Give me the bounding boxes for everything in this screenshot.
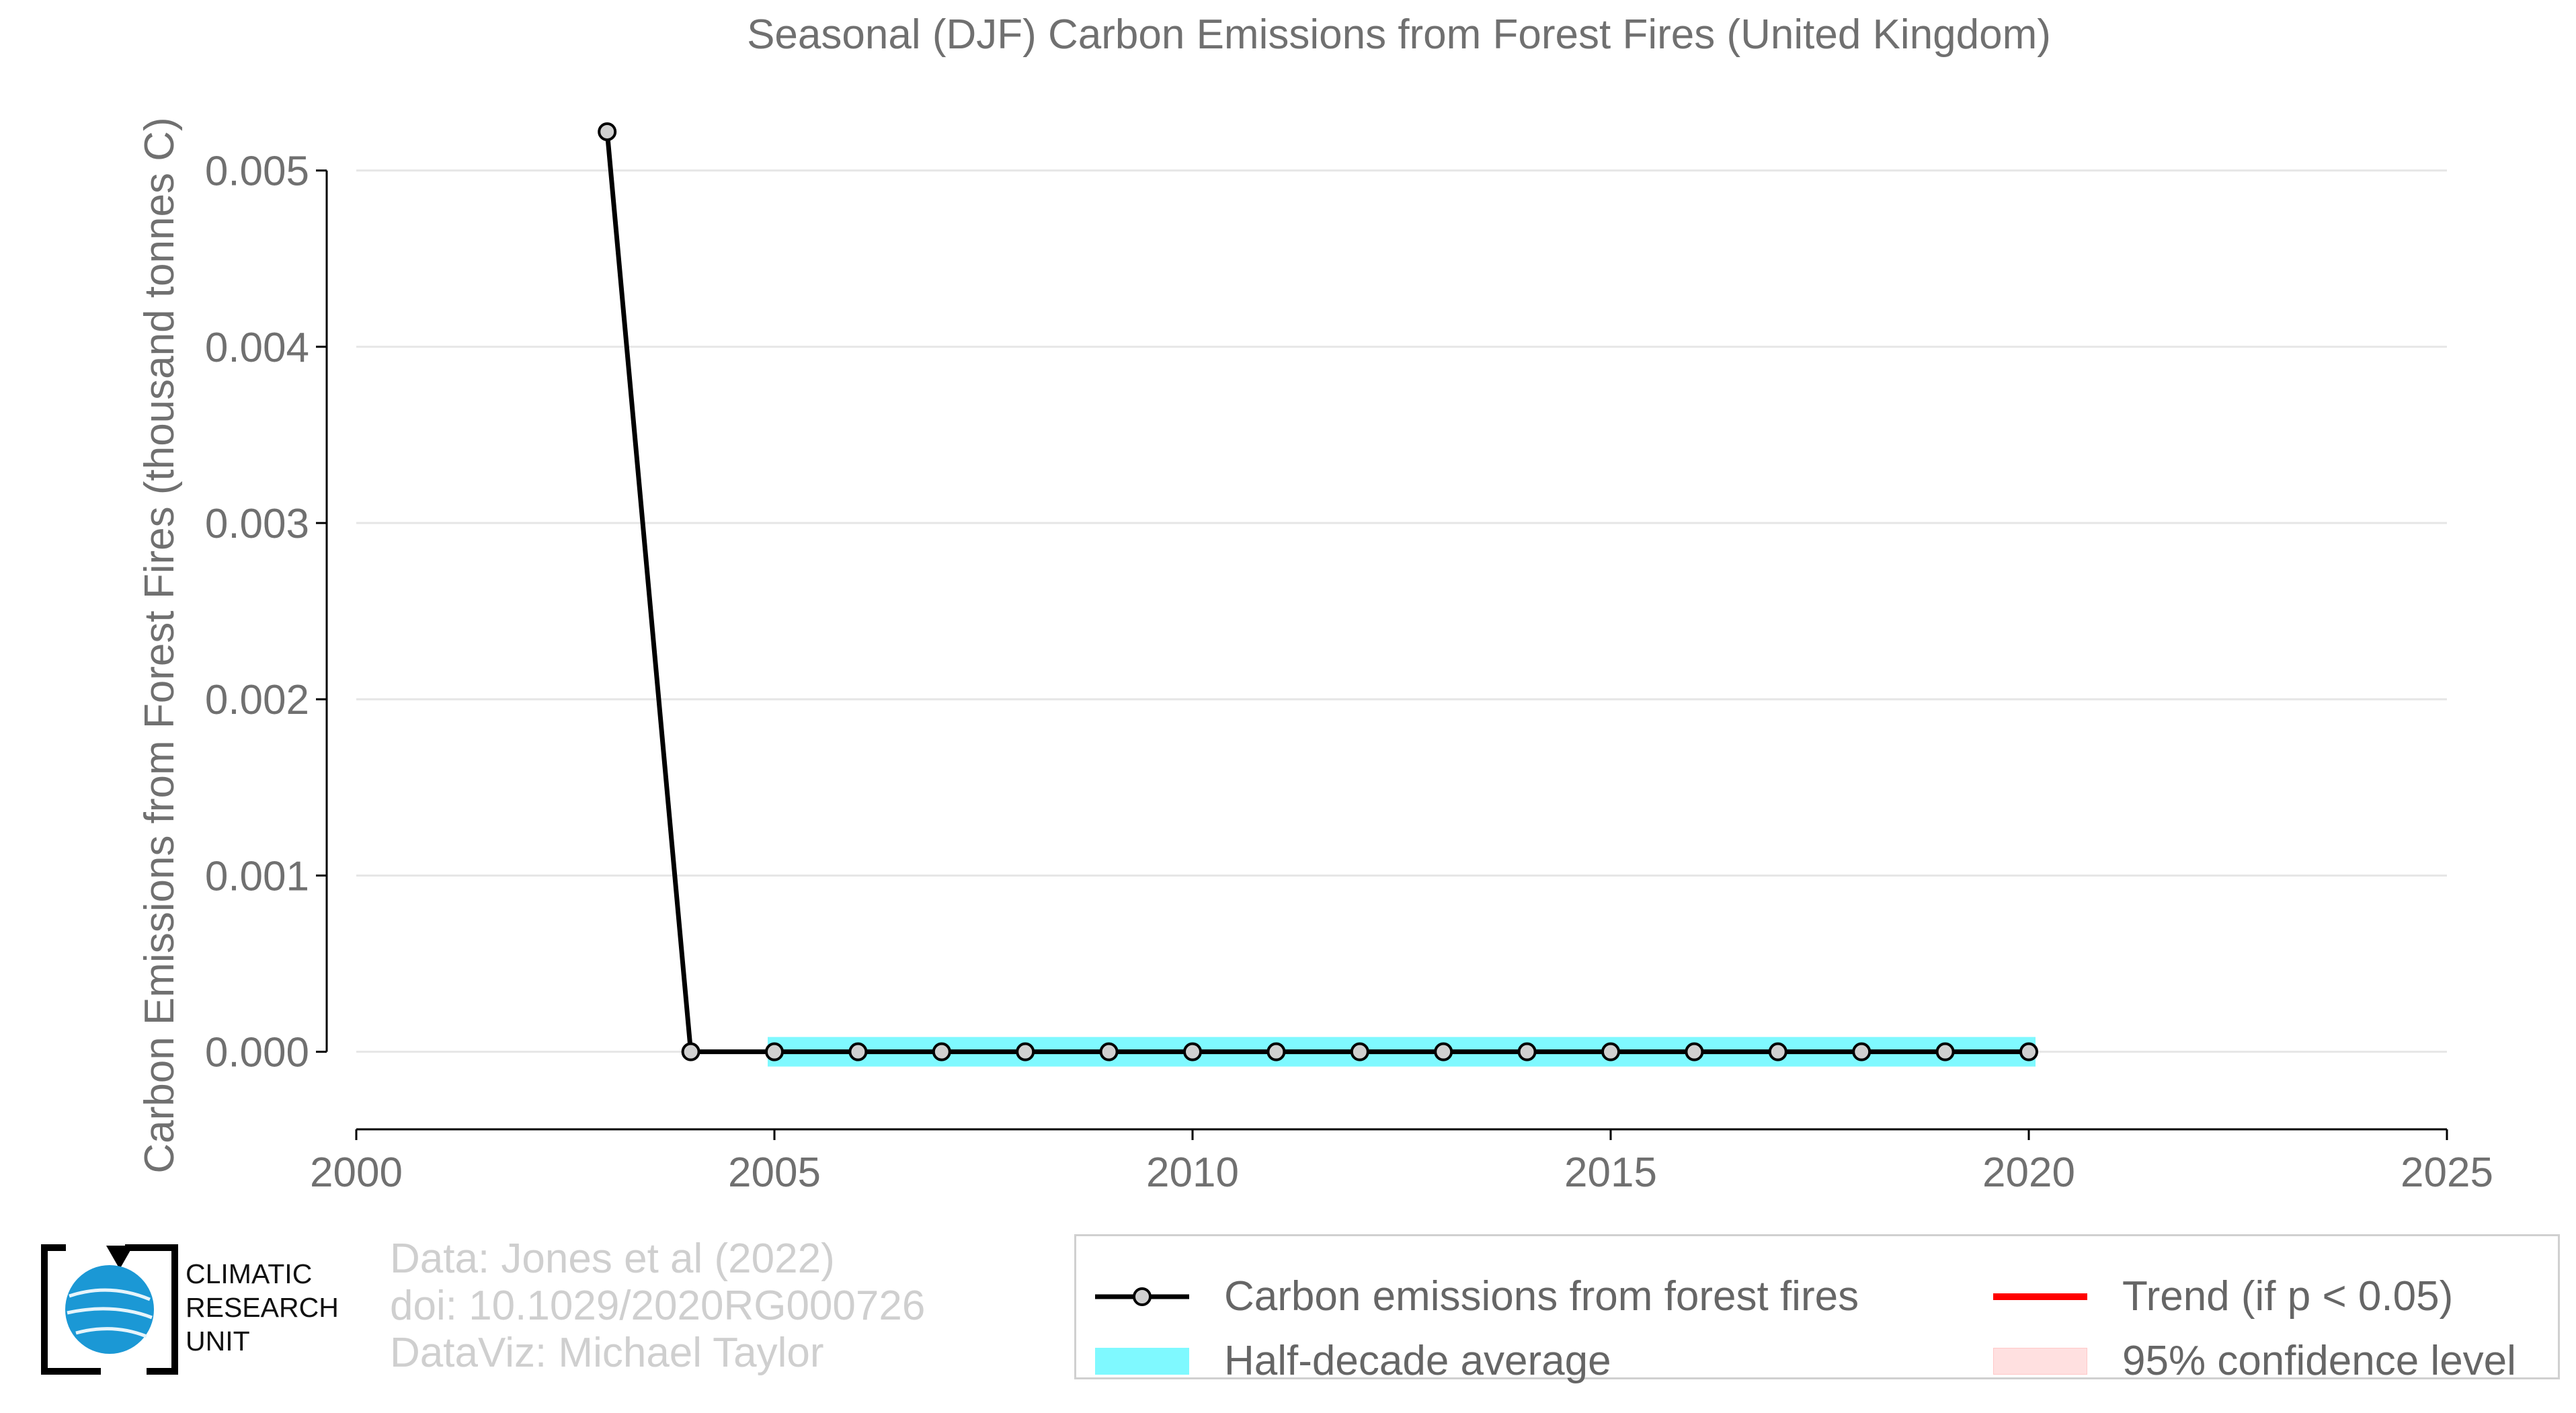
- y-tick-label: 0.005: [205, 149, 309, 195]
- legend-swatch-emissions: [1095, 1283, 1189, 1310]
- data-point: [1016, 1042, 1035, 1061]
- x-tick-label: 2020: [1982, 1149, 2075, 1196]
- data-point: [598, 122, 617, 141]
- data-point: [1601, 1042, 1620, 1061]
- data-point: [1685, 1042, 1704, 1061]
- x-ticks: 2000 2005 2010 2015 2020 2025: [310, 1129, 2493, 1196]
- data-point: [1434, 1042, 1453, 1061]
- y-tick-label: 0.002: [205, 677, 309, 723]
- data-point: [1935, 1042, 1955, 1061]
- cru-logo-line2: RESEARCH: [186, 1292, 339, 1323]
- legend-item-half-decade: Half-decade average: [1095, 1337, 1611, 1385]
- y-tick-label: 0.001: [205, 853, 309, 899]
- legend-swatch-trend: [1993, 1283, 2087, 1310]
- cru-globe-icon: [41, 1244, 178, 1375]
- chart-title: Seasonal (DJF) Carbon Emissions from For…: [747, 11, 2051, 58]
- legend-swatch-half-decade: [1095, 1347, 1189, 1375]
- data-point: [932, 1042, 951, 1061]
- data-point: [1183, 1042, 1202, 1061]
- data-point: [1768, 1042, 1787, 1061]
- x-tick-label: 2010: [1146, 1149, 1239, 1196]
- y-tick-label: 0.003: [205, 501, 309, 547]
- legend: Carbon emissions from forest fires Trend…: [1074, 1234, 2560, 1384]
- legend-label-emissions: Carbon emissions from forest fires: [1224, 1273, 1859, 1320]
- credit-doi: doi: 10.1029/2020RG000726: [390, 1283, 926, 1329]
- data-point: [765, 1042, 784, 1061]
- legend-label-half-decade: Half-decade average: [1224, 1338, 1611, 1384]
- x-tick-label: 2025: [2401, 1149, 2493, 1196]
- x-tick-label: 2000: [310, 1149, 403, 1196]
- data-credits: Data: Jones et al (2022) doi: 10.1029/20…: [390, 1236, 925, 1377]
- credit-data-source: Data: Jones et al (2022): [390, 1236, 835, 1282]
- data-point: [1266, 1042, 1286, 1061]
- x-tick-label: 2015: [1564, 1149, 1657, 1196]
- legend-label-confidence: 95% confidence level: [2122, 1338, 2516, 1384]
- y-axis-label: Carbon Emissions from Forest Fires (thou…: [136, 117, 183, 1173]
- cru-logo: CLIMATIC RESEARCH UNIT: [39, 1242, 355, 1377]
- data-point: [2019, 1042, 2038, 1061]
- legend-item-trend: Trend (if p < 0.05): [1993, 1273, 2453, 1320]
- x-tick-label: 2005: [728, 1149, 821, 1196]
- data-point: [1099, 1042, 1119, 1061]
- data-point: [681, 1042, 700, 1061]
- data-point: [848, 1042, 868, 1061]
- data-points: [598, 122, 2038, 1061]
- y-tick-label: 0.004: [205, 325, 309, 371]
- emissions-line: [604, 131, 2029, 1055]
- cru-logo-line3: UNIT: [186, 1326, 250, 1357]
- data-point: [1350, 1042, 1369, 1061]
- cru-logo-text: CLIMATIC RESEARCH UNIT: [186, 1257, 339, 1358]
- legend-label-trend: Trend (if p < 0.05): [2122, 1273, 2454, 1320]
- data-point: [1517, 1042, 1537, 1061]
- axes: [325, 170, 2447, 1131]
- y-tick-label: 0.000: [205, 1030, 309, 1076]
- y-ticks: 0.000 0.001 0.002 0.003 0.004 0.005: [205, 149, 327, 1076]
- data-point: [1852, 1042, 1871, 1061]
- cru-logo-line1: CLIMATIC: [186, 1258, 313, 1289]
- legend-item-confidence: 95% confidence level: [1993, 1337, 2516, 1385]
- series-line: [604, 131, 2029, 1055]
- legend-swatch-confidence: [1993, 1346, 2088, 1375]
- credit-dataviz: DataViz: Michael Taylor: [390, 1330, 824, 1376]
- legend-item-emissions: Carbon emissions from forest fires: [1095, 1273, 1859, 1320]
- gridlines: [356, 169, 2447, 1053]
